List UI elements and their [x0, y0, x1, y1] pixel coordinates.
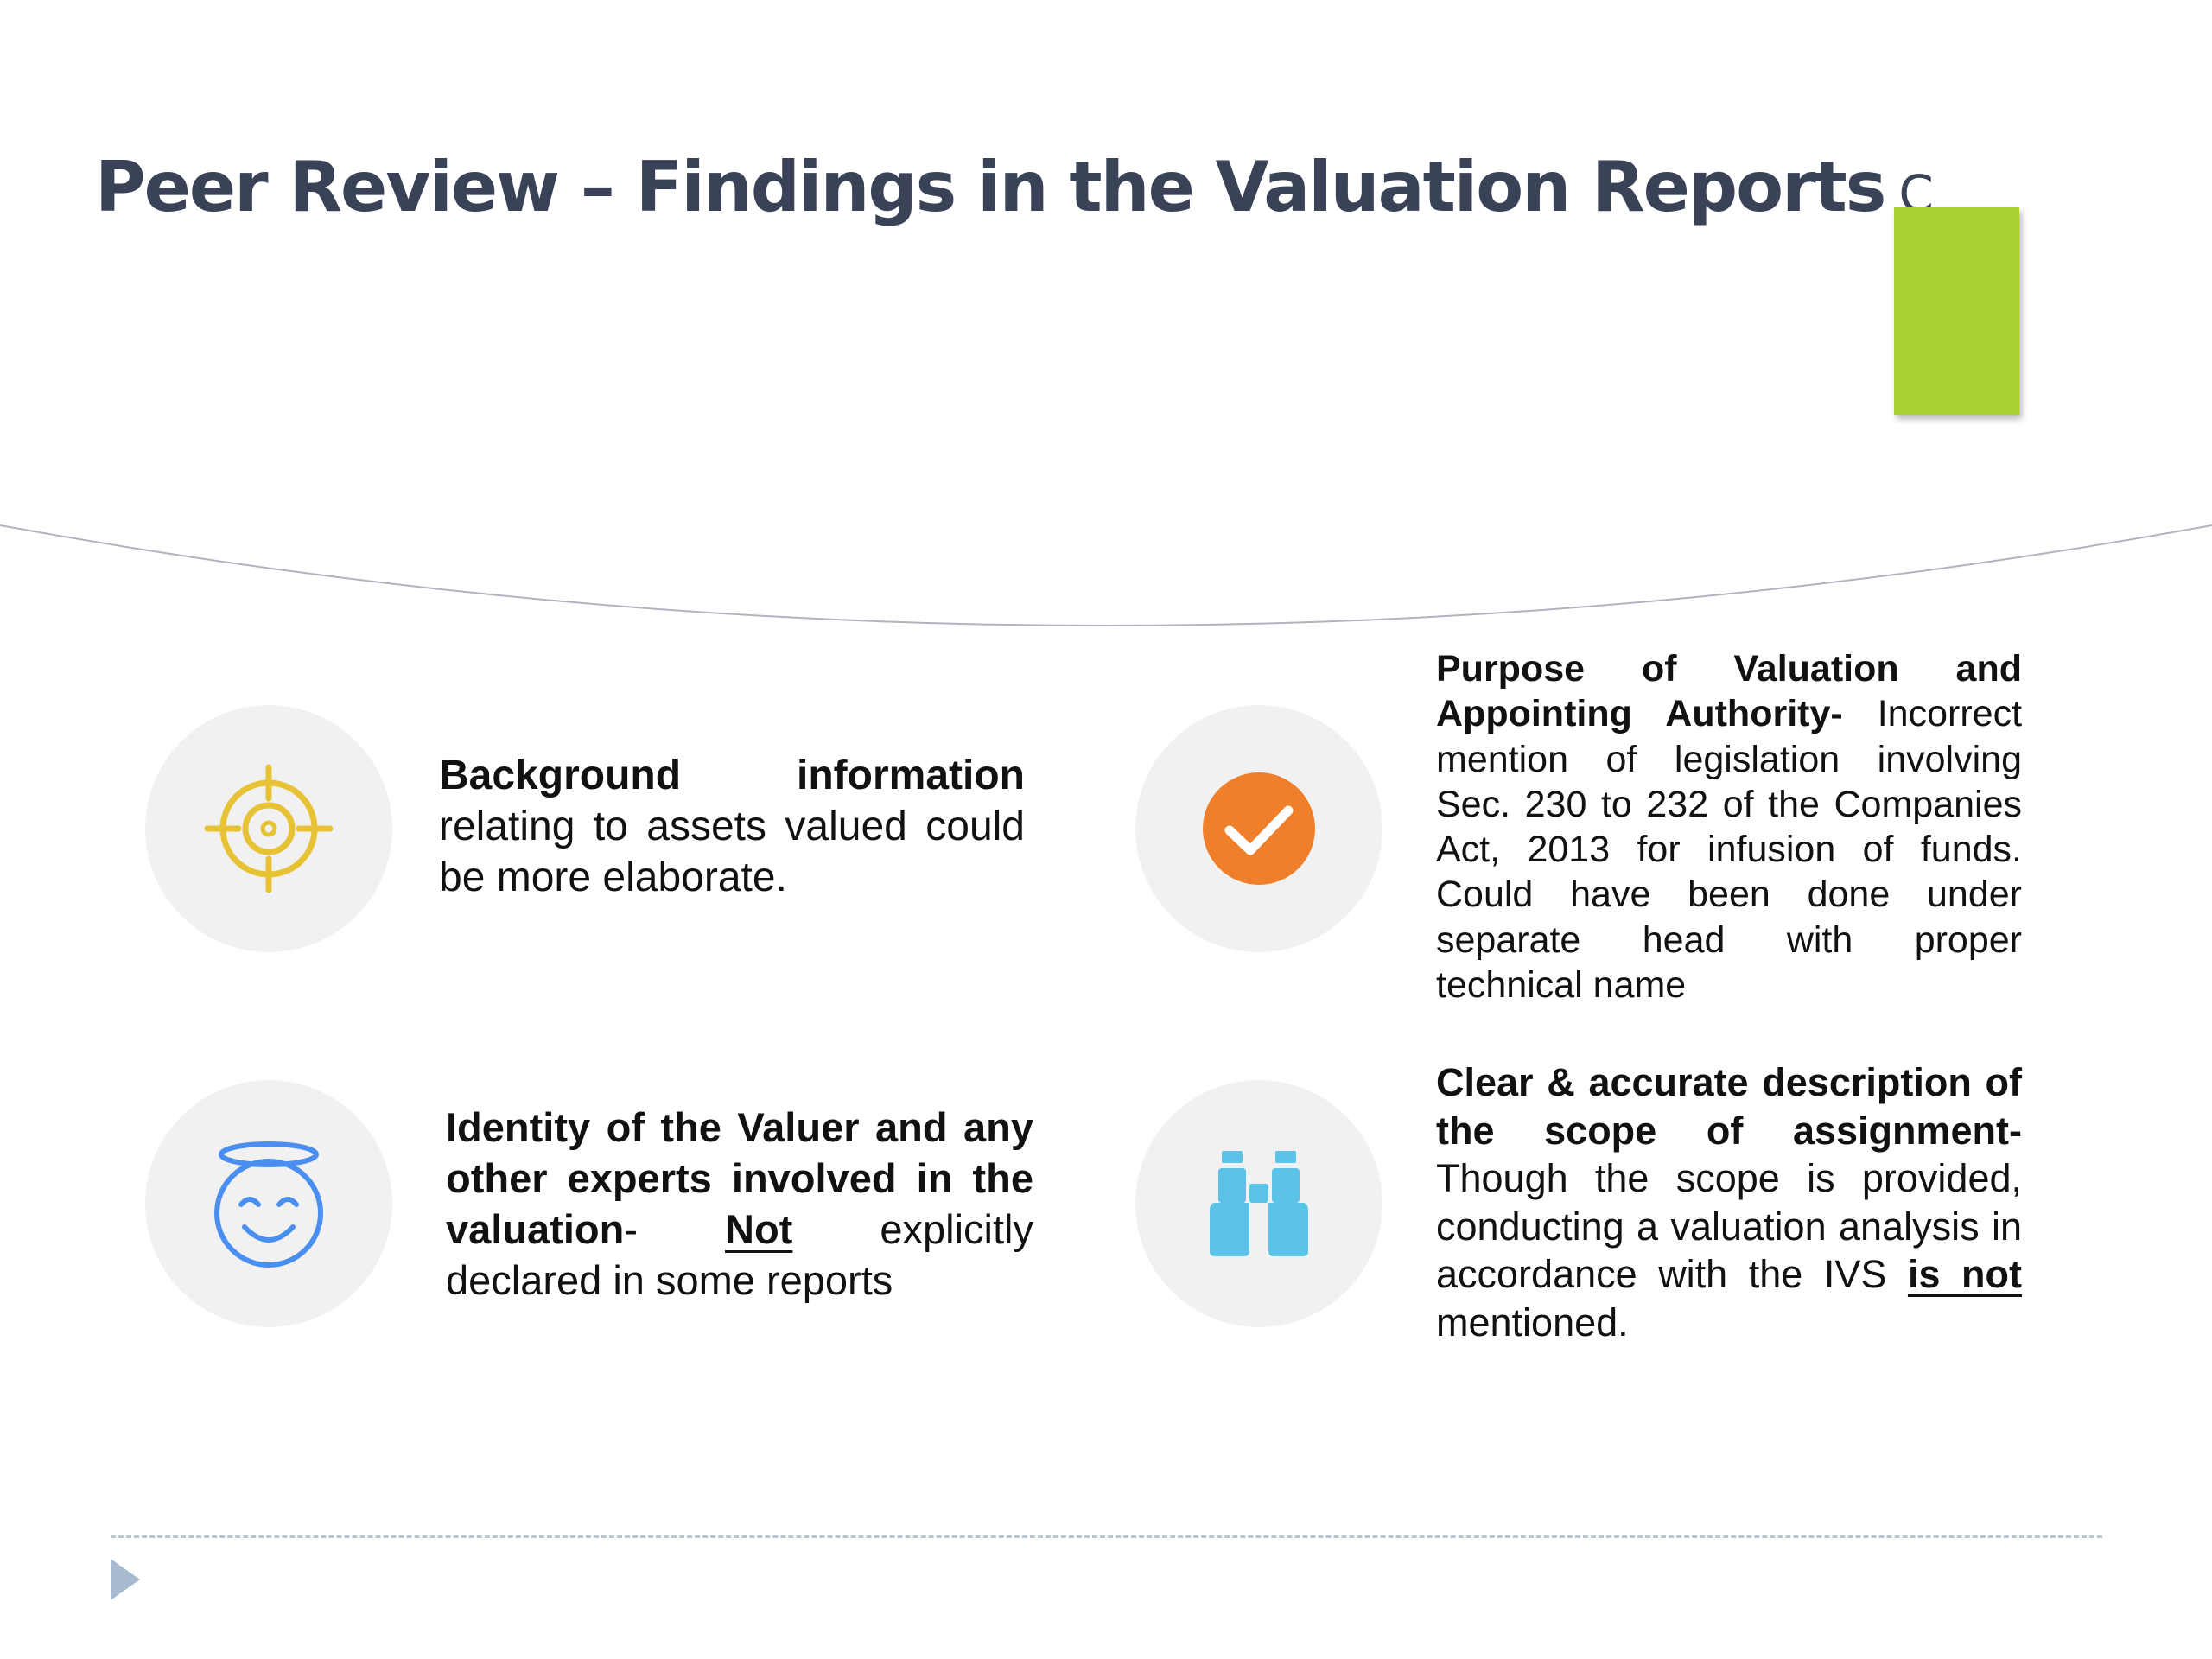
finding-4-text: Though the scope is provided, conducting… — [1436, 1156, 2022, 1296]
finding-4-text-end: mentioned. — [1436, 1300, 1629, 1344]
finding-purpose-of-valuation: Purpose of Valuation and Appointing Auth… — [1436, 646, 2022, 1007]
finding-4-icon-circle — [1135, 1080, 1382, 1327]
target-icon — [204, 764, 334, 893]
finding-3-heading: Identity of the Valuer and any other exp… — [446, 1104, 1033, 1252]
binoculars-icon — [1210, 1151, 1308, 1256]
finding-3-icon-circle — [145, 1080, 392, 1327]
finding-1-text: relating to assets valued could be more … — [439, 804, 1025, 900]
play-arrow-icon — [111, 1559, 140, 1600]
finding-1-heading: Background information — [439, 753, 1025, 798]
finding-3-text: explicitly declared in some reports — [446, 1206, 1033, 1303]
finding-identity-of-valuer: Identity of the Valuer and any other exp… — [446, 1102, 1033, 1306]
finding-4-heading: Clear & accurate description of the scop… — [1436, 1060, 2022, 1153]
finding-3-dash: - — [624, 1206, 638, 1252]
decorative-curve — [0, 524, 2212, 626]
accent-block — [1894, 207, 2019, 415]
smiley-halo-icon — [214, 1141, 323, 1268]
finding-3-emphasis: Not — [725, 1206, 793, 1252]
slide-title: Peer Review – Findings in the Valuation … — [95, 147, 1934, 227]
footer-divider — [111, 1535, 2102, 1538]
finding-2-text: Incorrect mention of legislation involvi… — [1436, 693, 2023, 1007]
finding-2-icon-circle — [1135, 705, 1382, 952]
check-circle-icon — [1203, 772, 1315, 885]
title-text: Peer Review – Findings in the Valuation … — [95, 147, 1886, 227]
finding-1-icon-circle — [145, 705, 392, 952]
finding-4-emphasis: is not — [1907, 1252, 2022, 1296]
finding-scope-of-assignment: Clear & accurate description of the scop… — [1436, 1058, 2022, 1346]
finding-background-information: Background information relating to asset… — [439, 750, 1025, 903]
finding-2-heading: Purpose of Valuation and Appointing Auth… — [1436, 648, 2022, 735]
